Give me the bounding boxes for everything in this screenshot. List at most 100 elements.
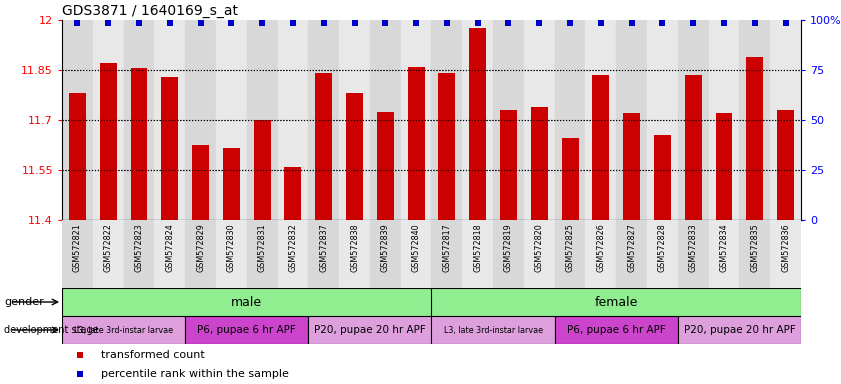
Bar <box>431 288 801 316</box>
Bar <box>278 20 309 220</box>
Text: P20, pupae 20 hr APF: P20, pupae 20 hr APF <box>314 325 426 335</box>
Bar <box>739 20 770 220</box>
Bar <box>370 20 400 220</box>
Bar <box>246 20 278 220</box>
Bar <box>284 167 301 220</box>
Bar <box>309 220 339 288</box>
Bar <box>493 20 524 220</box>
Bar <box>716 113 733 220</box>
Bar <box>463 20 493 220</box>
Bar <box>746 57 764 220</box>
Bar <box>100 63 117 220</box>
Bar <box>709 20 739 220</box>
Bar <box>678 220 709 288</box>
Bar <box>216 220 246 288</box>
Text: GSM572832: GSM572832 <box>288 223 298 272</box>
Bar <box>216 20 246 220</box>
Bar <box>192 145 209 220</box>
Text: P6, pupae 6 hr APF: P6, pupae 6 hr APF <box>567 325 665 335</box>
Bar <box>585 220 616 288</box>
Text: GSM572830: GSM572830 <box>227 223 235 272</box>
Bar <box>562 138 579 220</box>
Bar <box>400 20 431 220</box>
Bar <box>223 148 240 220</box>
Text: male: male <box>231 296 262 308</box>
Bar <box>555 20 585 220</box>
Bar <box>254 120 271 220</box>
Bar <box>100 63 117 220</box>
Bar <box>531 107 547 220</box>
Bar <box>746 57 764 220</box>
Bar <box>124 220 155 288</box>
Text: GSM572834: GSM572834 <box>720 223 728 272</box>
Bar <box>93 20 124 220</box>
Bar <box>315 73 332 220</box>
Text: GSM572837: GSM572837 <box>320 223 328 272</box>
Bar <box>431 316 555 344</box>
Bar <box>370 220 400 288</box>
Bar <box>685 75 701 220</box>
Bar <box>555 220 585 288</box>
Bar <box>647 20 678 220</box>
Text: GSM572838: GSM572838 <box>350 223 359 272</box>
Bar <box>438 73 455 220</box>
Bar <box>562 138 579 220</box>
Text: GSM572828: GSM572828 <box>658 223 667 272</box>
Bar <box>524 20 555 220</box>
Text: GSM572820: GSM572820 <box>535 223 544 272</box>
Text: GSM572817: GSM572817 <box>442 223 452 272</box>
Text: transformed count: transformed count <box>101 350 204 360</box>
Bar <box>62 288 431 316</box>
Bar <box>223 148 240 220</box>
Bar <box>185 20 216 220</box>
Bar <box>408 67 425 220</box>
Bar <box>124 20 155 220</box>
Text: GDS3871 / 1640169_s_at: GDS3871 / 1640169_s_at <box>62 3 238 18</box>
Bar <box>309 316 431 344</box>
Text: development stage: development stage <box>4 325 99 335</box>
Text: L3, late 3rd-instar larvae: L3, late 3rd-instar larvae <box>74 326 173 334</box>
Text: GSM572839: GSM572839 <box>381 223 390 272</box>
Bar <box>500 110 517 220</box>
Bar <box>555 316 678 344</box>
Bar <box>93 220 124 288</box>
Bar <box>500 110 517 220</box>
Text: gender: gender <box>4 297 44 307</box>
Bar <box>185 316 309 344</box>
Text: GSM572825: GSM572825 <box>565 223 574 272</box>
Bar <box>62 220 93 288</box>
Bar <box>62 316 185 344</box>
Bar <box>623 113 640 220</box>
Bar <box>469 28 486 220</box>
Text: GSM572826: GSM572826 <box>596 223 606 272</box>
Text: GSM572819: GSM572819 <box>504 223 513 272</box>
Text: GSM572823: GSM572823 <box>135 223 144 272</box>
Bar <box>493 220 524 288</box>
Bar <box>339 20 370 220</box>
Bar <box>678 316 801 344</box>
Text: GSM572829: GSM572829 <box>196 223 205 272</box>
Bar <box>377 112 394 220</box>
Text: P6, pupae 6 hr APF: P6, pupae 6 hr APF <box>198 325 296 335</box>
Text: GSM572821: GSM572821 <box>73 223 82 272</box>
Bar <box>647 220 678 288</box>
Bar <box>309 20 339 220</box>
Bar <box>192 145 209 220</box>
Text: GSM572822: GSM572822 <box>103 223 113 272</box>
Bar <box>377 112 394 220</box>
Bar <box>185 220 216 288</box>
Bar <box>709 220 739 288</box>
Bar <box>431 220 463 288</box>
Bar <box>155 20 185 220</box>
Bar <box>592 75 610 220</box>
Bar <box>777 110 794 220</box>
Bar <box>284 167 301 220</box>
Bar <box>524 220 555 288</box>
Text: GSM572833: GSM572833 <box>689 223 698 272</box>
Bar <box>346 93 363 220</box>
Text: GSM572824: GSM572824 <box>166 223 174 272</box>
Bar <box>400 220 431 288</box>
Bar <box>408 67 425 220</box>
Bar <box>654 135 671 220</box>
Bar <box>315 73 332 220</box>
